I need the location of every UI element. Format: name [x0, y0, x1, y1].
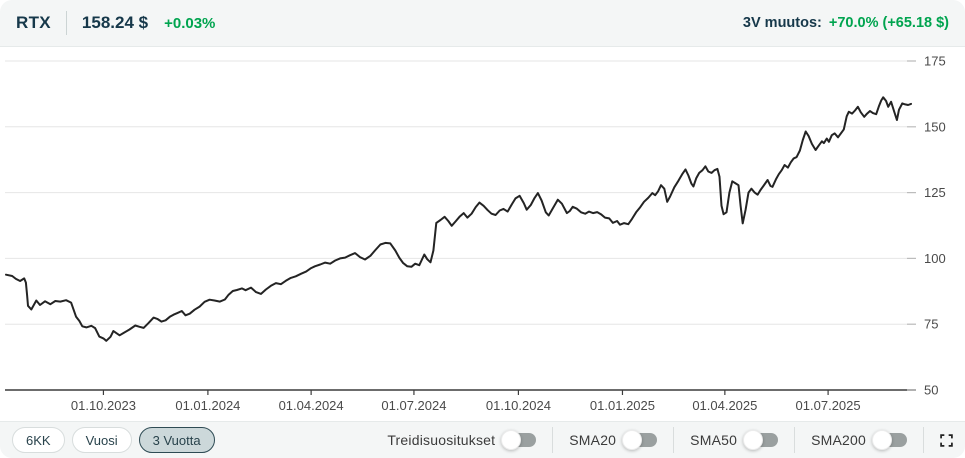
period-change-value: +70.0% (+65.18 $) — [828, 15, 949, 31]
svg-text:50: 50 — [924, 383, 938, 398]
svg-text:01.04.2024: 01.04.2024 — [279, 398, 344, 413]
svg-text:01.01.2024: 01.01.2024 — [175, 398, 240, 413]
toggle-sma200[interactable] — [872, 430, 907, 450]
svg-text:100: 100 — [924, 251, 946, 266]
svg-text:75: 75 — [924, 317, 938, 332]
toggle-label-sma20: SMA20 — [569, 432, 617, 448]
period-button-vuosi[interactable]: Vuosi — [71, 427, 132, 453]
daily-change-percent: +0.03% — [164, 14, 216, 32]
divider — [923, 427, 924, 453]
toggle-sma50[interactable] — [743, 430, 779, 450]
toggle-label-sma50: SMA50 — [690, 432, 738, 448]
toggle-group-sma20: SMA20 — [569, 430, 658, 450]
toggle-knob — [872, 430, 892, 450]
header-bar: RTX 158.24 $ +0.03% 3V muutos: +70.0% (+… — [0, 0, 965, 47]
divider — [552, 427, 554, 453]
fullscreen-button[interactable] — [940, 433, 953, 447]
toggle-knob — [743, 430, 764, 450]
svg-text:175: 175 — [924, 54, 946, 69]
period-change-label: 3V muutos: — [742, 15, 822, 31]
toggle-group-sma200: SMA200 — [811, 430, 907, 450]
toggle-label-sma200: SMA200 — [811, 432, 866, 448]
expand-icon — [940, 433, 953, 447]
toggle-sma20[interactable] — [622, 430, 658, 450]
toggle-knob — [622, 430, 643, 450]
price-chart[interactable]: 50 75 100 125 150 175 01.10.2023 01.01.2024 01.0… — [0, 47, 965, 421]
svg-text:150: 150 — [924, 119, 946, 134]
toggle-group-treidisuositukset: Treidisuositukset — [387, 430, 537, 450]
toggle-treidisuositukset[interactable] — [501, 430, 537, 450]
toggle-label-treidisuositukset: Treidisuositukset — [387, 432, 496, 448]
svg-text:01.07.2024: 01.07.2024 — [381, 398, 446, 413]
toggle-group-sma50: SMA50 — [690, 430, 779, 450]
svg-text:01.01.2025: 01.01.2025 — [590, 398, 655, 413]
svg-text:125: 125 — [924, 185, 946, 200]
chart-area: 50 75 100 125 150 175 01.10.2023 01.01.2024 01.0… — [0, 47, 965, 421]
divider — [794, 427, 796, 453]
toggle-knob — [501, 430, 522, 450]
period-button-3-vuotta[interactable]: 3 Vuotta — [138, 427, 215, 453]
header-divider — [65, 11, 67, 35]
svg-text:01.07.2025: 01.07.2025 — [796, 398, 861, 413]
ticker-symbol: RTX — [16, 13, 51, 32]
period-change: 3V muutos: +70.0% (+65.18 $) — [743, 15, 949, 31]
svg-text:01.04.2025: 01.04.2025 — [692, 398, 757, 413]
svg-text:01.10.2024: 01.10.2024 — [486, 398, 551, 413]
period-button-6kk[interactable]: 6KK — [12, 427, 65, 453]
svg-text:01.10.2023: 01.10.2023 — [71, 398, 136, 413]
controls-bar: 6KK Vuosi 3 Vuotta Treidisuositukset SMA… — [0, 421, 965, 458]
divider — [673, 427, 675, 453]
current-price: 158.24 $ — [81, 13, 149, 32]
